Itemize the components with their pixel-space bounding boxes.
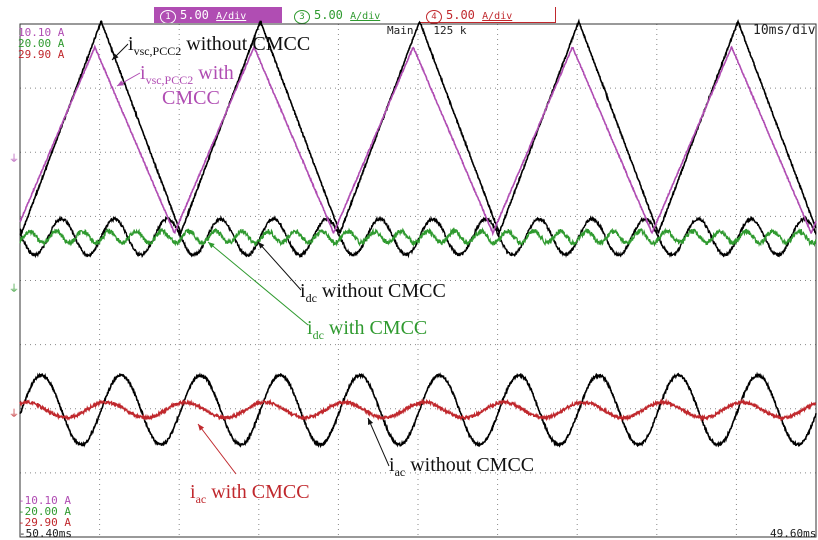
- offset-bottom-ch1: -10.10 A: [18, 494, 71, 507]
- arrow-ac-without-head: [368, 418, 374, 425]
- label-ac-with: iac with CMCC: [190, 481, 310, 506]
- time-per-div: 10ms/div: [753, 23, 816, 38]
- offset-top-ch4: 29.90 A: [18, 48, 65, 61]
- series-ivsc-with: [19, 44, 817, 237]
- arrow-ac-without: [367, 417, 390, 467]
- arrow-ac-with-head: [198, 424, 205, 431]
- arrow-dc-without-head: [258, 242, 265, 249]
- label-vsc-with: ivsc,PCC2 with: [140, 62, 234, 87]
- channel-4-setting[interactable]: 4 5.00 A/div: [420, 7, 556, 24]
- offset-top-ch3: 20.00 A: [18, 37, 65, 50]
- label-vsc-with-line2: CMCC: [162, 87, 220, 109]
- label-dc-without: idc without CMCC: [300, 280, 446, 305]
- series-idc-without: [19, 214, 817, 259]
- label-ac-without: iac without CMCC: [389, 454, 535, 479]
- channel-4-unit: A/div: [482, 11, 513, 22]
- offset-top-ch1: 10.10 A: [18, 26, 65, 39]
- channel-3-scale: 5.00: [314, 8, 343, 22]
- channel-1-unit: A/div: [216, 11, 247, 22]
- arrow-dc-with-head: [208, 242, 215, 249]
- series-iac-with: [19, 398, 817, 423]
- scope-header: 1 5.00 A/div 3 5.00 A/div 4 5.00 A/div: [0, 0, 818, 24]
- ch4-ground-marker: ⏚: [9, 409, 19, 420]
- arrow-ac-with: [197, 423, 237, 475]
- ch3-ground-marker: ⏚: [9, 284, 19, 295]
- series-ivsc-without: [19, 18, 817, 236]
- series-idc-with: [19, 226, 817, 248]
- channel-1-setting[interactable]: 1 5.00 A/div: [154, 7, 282, 24]
- arrow-vsc-with-head: [117, 80, 124, 86]
- arrow-vsc-without-head: [112, 53, 119, 60]
- offset-bottom-ch4: -29.90 A: [18, 516, 71, 529]
- channel-4-scale: 5.00: [446, 8, 475, 22]
- arrow-dc-without: [257, 241, 302, 291]
- channel-3-unit: A/div: [350, 11, 381, 22]
- offset-bottom-ch3: -20.00 A: [18, 505, 71, 518]
- series-iac-without: [19, 371, 817, 449]
- main-sample-label: Main : 125 k: [387, 24, 467, 37]
- label-dc-with: idc with CMCC: [307, 317, 428, 342]
- arrow-dc-with: [207, 241, 309, 326]
- ch1-ground-marker: ⏚: [9, 154, 19, 165]
- label-vsc-without: ivsc,PCC2 without CMCC: [128, 33, 311, 58]
- channel-1-scale: 5.00: [180, 8, 209, 22]
- time-start: -50.40ms: [19, 527, 72, 540]
- time-end: 49.60ms: [770, 527, 817, 540]
